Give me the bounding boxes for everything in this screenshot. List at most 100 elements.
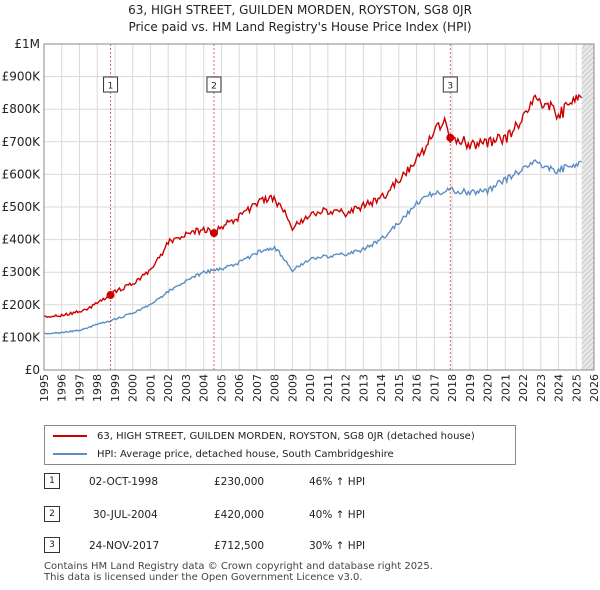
chart-subtitle: Price paid vs. HM Land Registry's House … xyxy=(128,20,472,34)
forecast-hatch xyxy=(581,126,594,140)
forecast-hatch xyxy=(581,331,594,345)
forecast-hatch xyxy=(581,44,588,50)
series-layer xyxy=(43,93,583,335)
x-tick-label: 2015 xyxy=(393,374,406,402)
forecast-hatch xyxy=(581,276,594,290)
x-tick-label: 2026 xyxy=(588,374,600,402)
property-series-line xyxy=(43,93,583,319)
sale-price: £230,000 xyxy=(214,476,265,488)
x-tick-label: 2010 xyxy=(304,374,317,402)
x-tick-label: 2016 xyxy=(411,374,424,402)
y-tick-label: £200K xyxy=(2,298,42,312)
forecast-hatch xyxy=(581,191,594,205)
sale-price: £420,000 xyxy=(214,509,265,521)
x-tick-label: 2011 xyxy=(322,374,335,402)
sale-date: 02-OCT-1998 xyxy=(89,476,158,488)
forecast-hatch xyxy=(581,76,594,90)
forecast-hatch xyxy=(581,341,594,355)
x-tick-label: 2001 xyxy=(144,374,157,402)
y-tick-label: £800K xyxy=(2,102,42,116)
x-tick-label: 2017 xyxy=(428,374,441,402)
sale-marker-label: 1 xyxy=(108,82,114,92)
forecast-hatch xyxy=(581,241,594,255)
forecast-hatch xyxy=(581,236,594,250)
forecast-hatch xyxy=(581,351,594,365)
y-tick-label: £500K xyxy=(2,200,42,214)
forecast-hatch xyxy=(581,281,594,295)
sale-marker-box xyxy=(442,76,458,93)
sale-marker-label: 2 xyxy=(211,82,217,92)
x-tick-label: 1996 xyxy=(56,374,69,402)
forecast-hatch xyxy=(581,56,594,70)
forecast-hatch xyxy=(581,226,594,240)
forecast-hatch xyxy=(581,44,593,55)
forecast-hatch xyxy=(581,51,594,65)
forecast-hatch xyxy=(581,116,594,130)
forecast-hatch xyxy=(581,251,594,265)
legend-item-property: 63, HIGH STREET, GUILDEN MORDEN, ROYSTON… xyxy=(53,428,475,444)
sale-row: 2 30-JUL-2004 £420,000 40% ↑ HPI xyxy=(44,506,464,526)
sale-price: £712,500 xyxy=(214,540,265,552)
y-tick-label: £0 xyxy=(25,363,40,377)
sale-marker-box xyxy=(206,76,222,93)
hpi-series-line xyxy=(43,159,582,335)
x-tick-label: 2008 xyxy=(269,374,282,402)
y-tick-label: £700K xyxy=(2,135,42,149)
forecast-hatch xyxy=(581,201,594,215)
y-tick-label: £300K xyxy=(2,265,42,279)
legend-item-hpi: HPI: Average price, detached house, Sout… xyxy=(53,446,394,462)
sale-point xyxy=(106,291,115,300)
x-tick-label: 2022 xyxy=(517,374,530,402)
sale-date: 24-NOV-2017 xyxy=(89,540,160,552)
x-tick-label: 2024 xyxy=(553,374,566,402)
forecast-hatch xyxy=(581,46,594,60)
forecast-hatch xyxy=(581,71,594,85)
forecast-hatch xyxy=(581,61,594,75)
x-tick-label: 2002 xyxy=(162,374,175,402)
sale-row: 3 24-NOV-2017 £712,500 30% ↑ HPI xyxy=(44,537,464,557)
y-tick-label: £100K xyxy=(2,330,42,344)
x-tick-label: 2012 xyxy=(340,374,353,402)
sale-badge: 3 xyxy=(44,537,60,553)
sale-hpi: 30% ↑ HPI xyxy=(309,540,366,552)
footer: Contains HM Land Registry data © Crown c… xyxy=(44,561,433,583)
forecast-layer xyxy=(581,44,594,370)
x-tick-label: 2018 xyxy=(446,374,459,402)
legend-swatch-property xyxy=(53,435,87,437)
y-tick-label: £600K xyxy=(2,167,42,181)
forecast-hatch xyxy=(581,321,594,335)
price-chart: 1 2 3 £0 £100K £200K £300K £400K £500K £600K £700… xyxy=(2,37,600,402)
forecast-hatch xyxy=(581,206,594,220)
forecast-hatch xyxy=(581,211,594,225)
forecast-hatch xyxy=(581,266,594,280)
y-tick-label: £400K xyxy=(2,233,42,247)
x-tick-label: 1997 xyxy=(73,374,86,402)
forecast-hatch xyxy=(581,286,594,300)
forecast-hatch xyxy=(581,246,594,260)
x-tick-label: 2021 xyxy=(499,374,512,402)
x-tick-label: 2014 xyxy=(375,374,388,402)
x-tick-label: 2009 xyxy=(286,374,299,402)
sale-badge: 1 xyxy=(44,473,60,489)
forecast-hatch xyxy=(590,366,594,370)
forecast-hatch xyxy=(581,346,594,360)
forecast-hatch xyxy=(581,231,594,245)
forecast-hatch xyxy=(581,356,594,370)
x-tick-label: 2023 xyxy=(535,374,548,402)
forecast-hatch xyxy=(581,101,594,115)
forecast-hatch xyxy=(581,156,594,170)
sale-hpi: 40% ↑ HPI xyxy=(309,509,366,521)
forecast-hatch xyxy=(581,271,594,285)
forecast-hatch xyxy=(581,141,594,155)
forecast-hatch xyxy=(581,181,594,195)
x-tick-label: 2020 xyxy=(482,374,495,402)
x-tick-label: 2005 xyxy=(215,374,228,402)
axis-layer: £0 £100K £200K £300K £400K £500K £600K £700K £80… xyxy=(2,37,600,402)
y-tick-label: £900K xyxy=(2,70,42,84)
forecast-hatch xyxy=(581,336,594,350)
forecast-hatch xyxy=(581,296,594,310)
chart-title: 63, HIGH STREET, GUILDEN MORDEN, ROYSTON… xyxy=(128,3,472,17)
sale-row: 1 02-OCT-1998 £230,000 46% ↑ HPI xyxy=(44,473,464,493)
legend-label-hpi: HPI: Average price, detached house, Sout… xyxy=(97,448,394,460)
forecast-hatch xyxy=(581,136,594,150)
